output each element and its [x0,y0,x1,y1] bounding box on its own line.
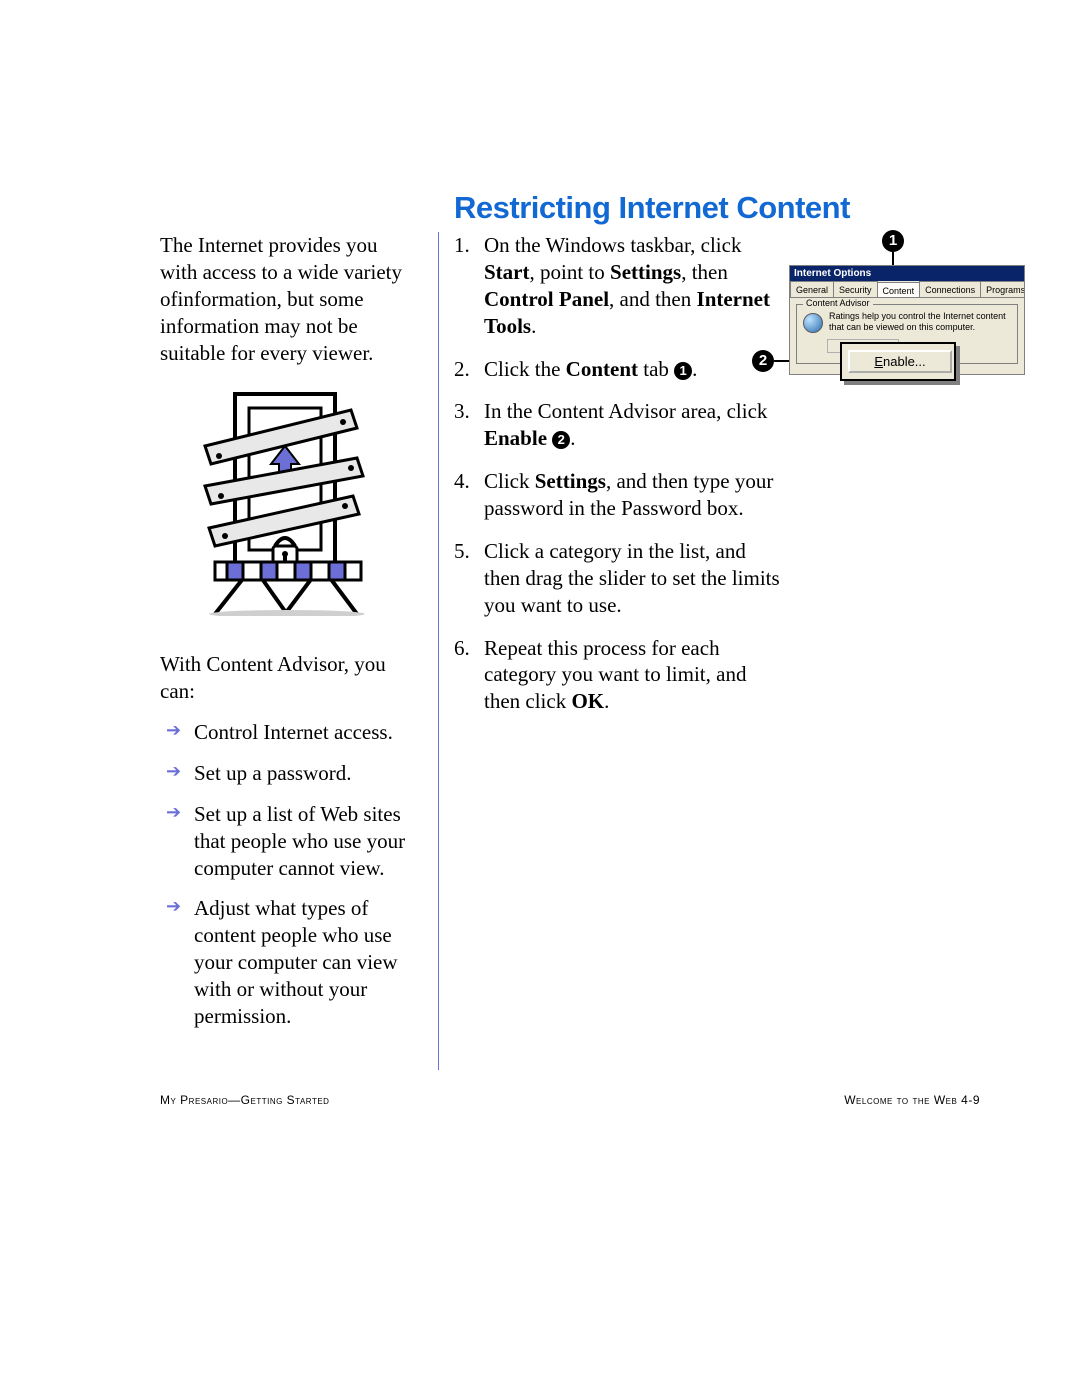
window-title: Internet Options [790,266,1024,281]
callout-2: 2 [752,350,774,372]
callout-ref-2: 2 [552,431,570,449]
steps-column: On the Windows taskbar, click Start, poi… [454,232,780,731]
tab-programs[interactable]: Programs [980,281,1024,297]
locked-door-illustration [175,386,395,616]
tab-connections[interactable]: Connections [919,281,981,297]
step-3: In the Content Advisor area, click Enabl… [454,398,780,452]
column-divider [438,232,439,1070]
callout-1: 1 [882,230,904,252]
tabs-row: General Security Content Connections Pro… [790,281,1024,298]
tab-content[interactable]: Content [877,282,921,298]
left-column: The Internet provides you with access to… [160,232,410,1044]
bullet-item: Adjust what types of content people who … [160,895,410,1029]
manual-page: Restricting Internet Content The Interne… [0,0,1080,1397]
enable-button[interactable]: Enable... [848,350,952,373]
globe-icon [803,313,823,333]
step-4: Click Settings, and then type your passw… [454,468,780,522]
enable-button-zoom: Enable... [840,342,956,381]
tab-security[interactable]: Security [833,281,878,297]
bullet-item: Set up a list of Web sites that people w… [160,801,410,882]
group-text: Ratings help you control the Internet co… [829,311,1011,333]
footer-right: Welcome to the Web 4-9 [844,1093,980,1107]
step-6: Repeat this process for each category yo… [454,635,780,716]
bullet-item: Set up a password. [160,760,410,787]
bullets-lead: With Content Advisor, you can: [160,651,410,705]
tab-general[interactable]: General [790,281,834,297]
feature-bullet-list: Control Internet access. Set up a passwo… [160,719,410,1030]
illustration-wrap [160,386,410,623]
bullet-item: Control Internet access. [160,719,410,746]
step-5: Click a category in the list, and then d… [454,538,780,619]
page-heading: Restricting Internet Content [454,190,850,226]
intro-paragraph: The Internet provides you with access to… [160,232,410,366]
footer-left: My Presario—Getting Started [160,1093,329,1107]
step-2: Click the Content tab 1. [454,356,780,383]
callout-ref-1: 1 [674,362,692,380]
numbered-steps: On the Windows taskbar, click Start, poi… [454,232,780,715]
group-label: Content Advisor [803,298,873,308]
step-1: On the Windows taskbar, click Start, poi… [454,232,780,340]
